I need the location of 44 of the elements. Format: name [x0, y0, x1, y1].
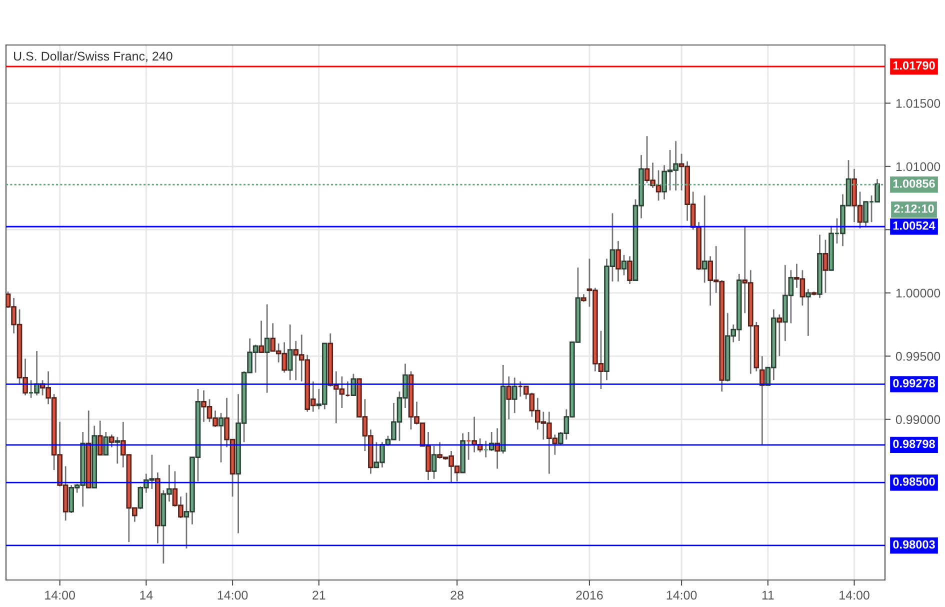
- candlestick: [702, 194, 708, 284]
- candlestick: [776, 314, 782, 357]
- ref-line-label: 0.98798: [893, 440, 935, 448]
- x-tick-label: 14:00: [840, 590, 870, 600]
- y-tick-label: 0.99000: [896, 415, 940, 424]
- candlestick: [494, 428, 500, 470]
- ref-line-label: 1.00524: [893, 221, 936, 230]
- y-tick-label: 1.00000: [896, 288, 940, 298]
- ref-line-label: 1.00856: [893, 179, 935, 188]
- candlestick: [258, 320, 264, 354]
- candlestick: [506, 376, 512, 420]
- x-tick-label: 28: [450, 590, 464, 600]
- candlestick: [103, 431, 109, 456]
- candlestick: [97, 420, 103, 456]
- candlestick: [287, 324, 293, 381]
- y-tick-label: 1.01000: [896, 162, 940, 172]
- ref-line-label: 0.99278: [893, 379, 935, 388]
- candlestick: [822, 239, 828, 294]
- ref-line-label: 0.98500: [893, 477, 935, 486]
- candlestick: [760, 355, 765, 446]
- candlestick: [218, 412, 224, 464]
- candlestick: [108, 434, 114, 448]
- x-tick-label: 14: [140, 590, 153, 600]
- x-tick-label: 2016: [576, 590, 603, 600]
- candlestick: [627, 256, 632, 285]
- text: 2:12:10: [894, 204, 934, 213]
- y-tick-label: 1.01500: [896, 98, 940, 108]
- candlestick: [512, 376, 518, 414]
- ref-line-label: 0.98003: [893, 540, 935, 549]
- x-tick-label: 14:00: [218, 590, 248, 600]
- ref-line-label: 1.01790: [893, 61, 935, 70]
- candlestick: [806, 288, 811, 337]
- x-tick-label: 14:00: [45, 590, 75, 600]
- candlestick: [863, 201, 868, 228]
- y-tick-label: 0.99500: [896, 352, 940, 361]
- candlestick: [621, 254, 627, 276]
- candlestick: [431, 445, 437, 480]
- candlestick: [264, 304, 270, 394]
- x-tick-label: 14:00: [666, 590, 697, 600]
- candlestick: [114, 436, 120, 464]
- chart-title: U.S. Dollar/Swiss Franc, 240: [14, 51, 172, 62]
- x-tick-label: 11: [762, 590, 774, 600]
- x-tick-label: 21: [312, 590, 326, 600]
- candlestick: [616, 240, 621, 282]
